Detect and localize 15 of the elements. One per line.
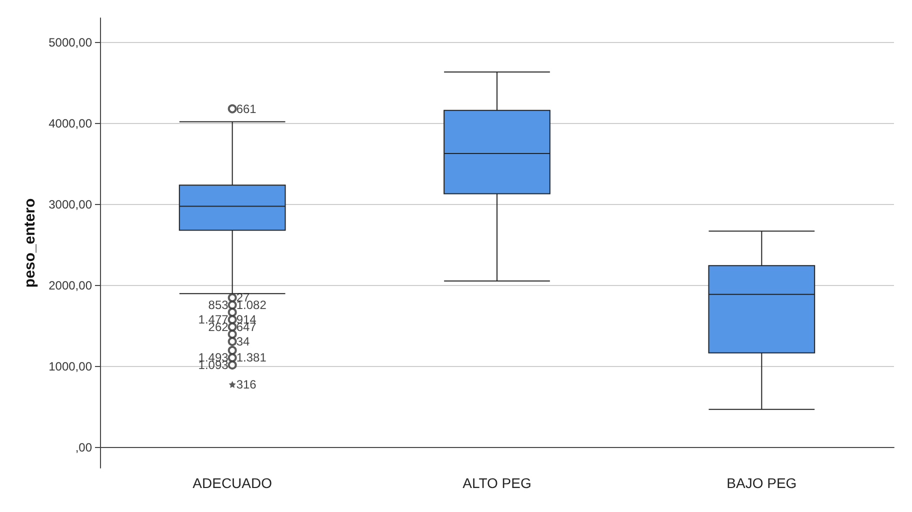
y-tick-label: 4000,00: [48, 116, 92, 130]
x-tick-label: ALTO PEG: [462, 475, 532, 491]
x-tick-label: ADECUADO: [192, 475, 272, 491]
annotation: 316: [236, 377, 257, 392]
annotation: 661: [236, 102, 257, 116]
annotation: 34: [236, 334, 250, 349]
annotation: 853: [208, 298, 229, 312]
y-tick-label: 1000,00: [48, 360, 92, 374]
y-tick-label: 5000,00: [48, 35, 92, 50]
y-axis-title: peso_entero: [22, 198, 39, 288]
y-tick-label: 2000,00: [48, 278, 92, 293]
y-tick-label: 3000,00: [48, 197, 92, 212]
x-tick-label: BAJO PEG: [726, 475, 797, 491]
y-tick-label: ,00: [75, 440, 92, 455]
annotation: 1.381: [236, 350, 267, 365]
